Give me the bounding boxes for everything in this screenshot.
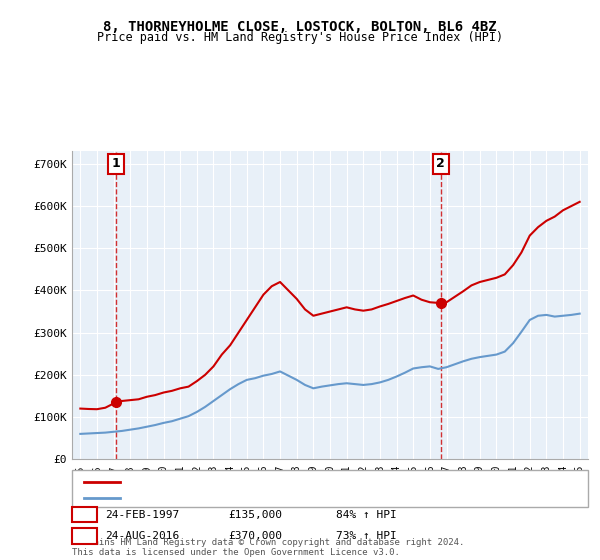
Text: 24-AUG-2016: 24-AUG-2016	[105, 531, 179, 541]
Text: 73% ↑ HPI: 73% ↑ HPI	[336, 531, 397, 541]
Text: £135,000: £135,000	[228, 510, 282, 520]
Text: 2: 2	[81, 529, 88, 543]
Text: 8, THORNEYHOLME CLOSE, LOSTOCK, BOLTON, BL6 4BZ: 8, THORNEYHOLME CLOSE, LOSTOCK, BOLTON, …	[103, 20, 497, 34]
Text: 8, THORNEYHOLME CLOSE, LOSTOCK, BOLTON, BL6 4BZ (detached house): 8, THORNEYHOLME CLOSE, LOSTOCK, BOLTON, …	[126, 477, 502, 487]
Text: 84% ↑ HPI: 84% ↑ HPI	[336, 510, 397, 520]
Text: £370,000: £370,000	[228, 531, 282, 541]
Text: 2: 2	[436, 157, 445, 170]
Text: 1: 1	[112, 157, 121, 170]
Text: Price paid vs. HM Land Registry's House Price Index (HPI): Price paid vs. HM Land Registry's House …	[97, 31, 503, 44]
Text: 1: 1	[81, 508, 88, 521]
Text: 24-FEB-1997: 24-FEB-1997	[105, 510, 179, 520]
Text: Contains HM Land Registry data © Crown copyright and database right 2024.
This d: Contains HM Land Registry data © Crown c…	[72, 538, 464, 557]
Text: HPI: Average price, detached house, Bolton: HPI: Average price, detached house, Bolt…	[126, 493, 373, 503]
